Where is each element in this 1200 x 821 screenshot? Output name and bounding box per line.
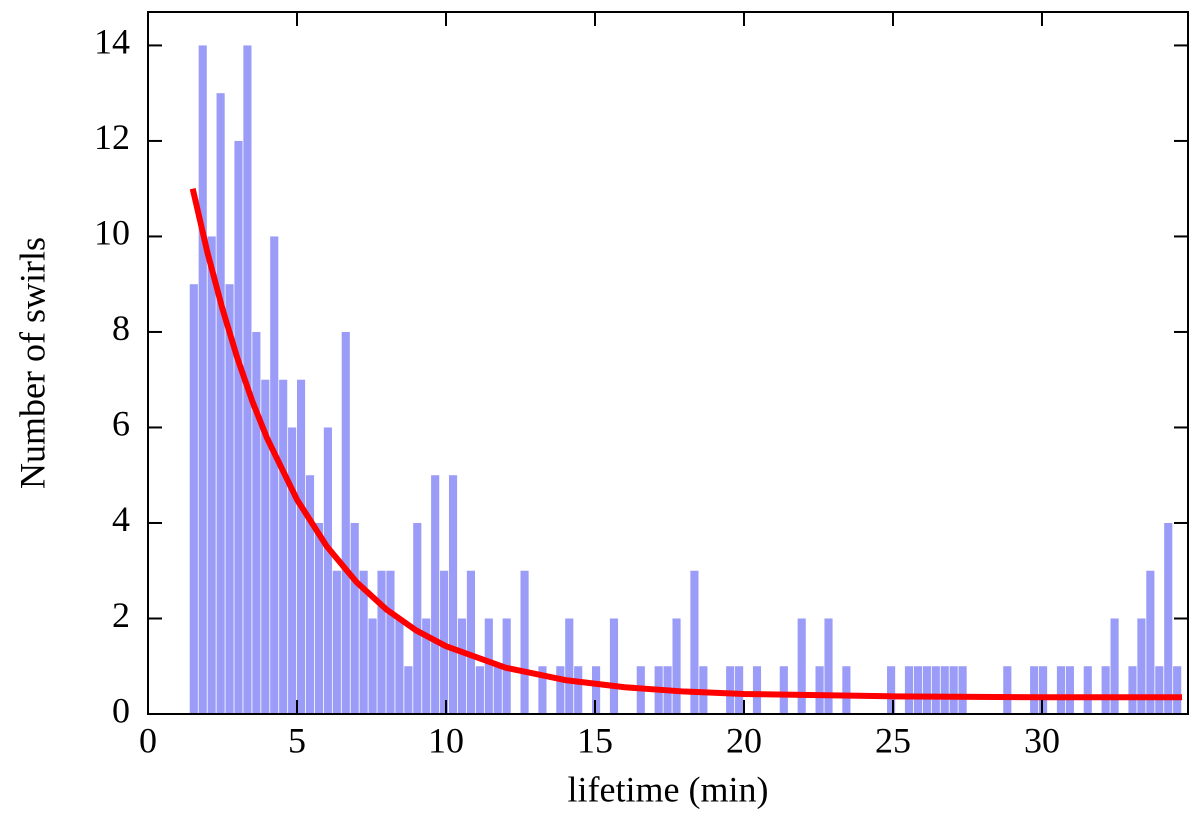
bar <box>1137 618 1146 714</box>
bar <box>288 427 297 714</box>
bar <box>198 45 207 714</box>
bar <box>404 666 413 714</box>
bar <box>815 666 824 714</box>
bar <box>1128 666 1137 714</box>
y-tick-label: 12 <box>94 117 130 157</box>
bar <box>314 522 324 714</box>
y-tick-label: 10 <box>94 213 130 253</box>
y-tick-label: 4 <box>112 499 130 539</box>
bar <box>592 666 601 714</box>
bar <box>735 666 744 714</box>
bar <box>466 570 475 714</box>
bar <box>1155 666 1164 714</box>
bar <box>538 666 547 714</box>
bar <box>520 570 529 714</box>
bar <box>448 475 458 714</box>
bar <box>422 618 431 714</box>
x-tick-label: 20 <box>726 720 762 760</box>
bar <box>1083 666 1092 714</box>
y-tick-label: 0 <box>112 690 130 730</box>
bar <box>368 618 377 714</box>
bar <box>726 666 735 714</box>
bar <box>377 570 386 714</box>
bar <box>940 666 949 714</box>
bar <box>395 618 404 714</box>
bar <box>386 570 395 714</box>
y-axis-label: Number of swirls <box>12 237 52 489</box>
bar <box>904 666 914 714</box>
bar <box>252 331 261 714</box>
plot-frame <box>147 11 1189 715</box>
bar <box>949 666 958 714</box>
bar <box>270 236 279 714</box>
x-tick-label: 5 <box>288 720 306 760</box>
fit-curve <box>189 188 1183 701</box>
bar <box>1030 666 1039 714</box>
bar <box>484 618 493 714</box>
bar <box>216 93 225 715</box>
bar <box>752 666 762 714</box>
bar <box>296 379 306 714</box>
x-tick-label: 0 <box>139 720 157 760</box>
bar <box>323 427 332 714</box>
bar <box>824 618 833 714</box>
x-tick-label: 15 <box>577 720 613 760</box>
bar <box>350 522 359 714</box>
bar <box>574 666 583 714</box>
bar <box>332 570 341 714</box>
x-axis-label: lifetime (min) <box>568 769 769 809</box>
bar <box>779 666 788 714</box>
bar <box>1101 666 1110 714</box>
y-tick-label: 2 <box>112 595 130 635</box>
x-tick-label: 25 <box>875 720 911 760</box>
bar <box>931 666 940 714</box>
bar <box>1146 570 1155 714</box>
bar <box>887 666 896 714</box>
bar <box>797 618 806 714</box>
bar <box>475 666 484 714</box>
bar <box>225 284 234 714</box>
bar <box>1065 666 1074 714</box>
bar <box>189 284 198 714</box>
y-tick-label: 8 <box>112 308 130 348</box>
bar <box>565 618 574 714</box>
bar <box>207 236 216 714</box>
x-tick-label: 10 <box>428 720 464 760</box>
bar <box>842 666 851 714</box>
bar <box>1173 666 1182 714</box>
bar <box>913 666 922 714</box>
bar <box>958 666 967 714</box>
bar <box>305 475 315 714</box>
bar <box>690 570 699 714</box>
bar <box>1110 618 1119 714</box>
bar <box>1039 666 1048 714</box>
bar <box>457 618 467 714</box>
x-tick-label: 30 <box>1024 720 1060 760</box>
bar <box>279 379 288 714</box>
bar <box>1056 666 1066 714</box>
bar <box>341 331 350 714</box>
bar <box>234 140 243 714</box>
bar <box>1164 522 1173 714</box>
bar <box>261 379 270 714</box>
bar <box>556 666 565 714</box>
bar <box>413 522 422 714</box>
y-tick-label: 14 <box>94 22 130 62</box>
bar <box>493 666 502 714</box>
bar <box>1003 666 1012 714</box>
bar <box>672 618 681 714</box>
y-tick-label: 6 <box>112 404 130 444</box>
bar <box>609 618 619 714</box>
bar <box>922 666 931 714</box>
bar <box>359 570 368 714</box>
bar <box>431 475 440 714</box>
